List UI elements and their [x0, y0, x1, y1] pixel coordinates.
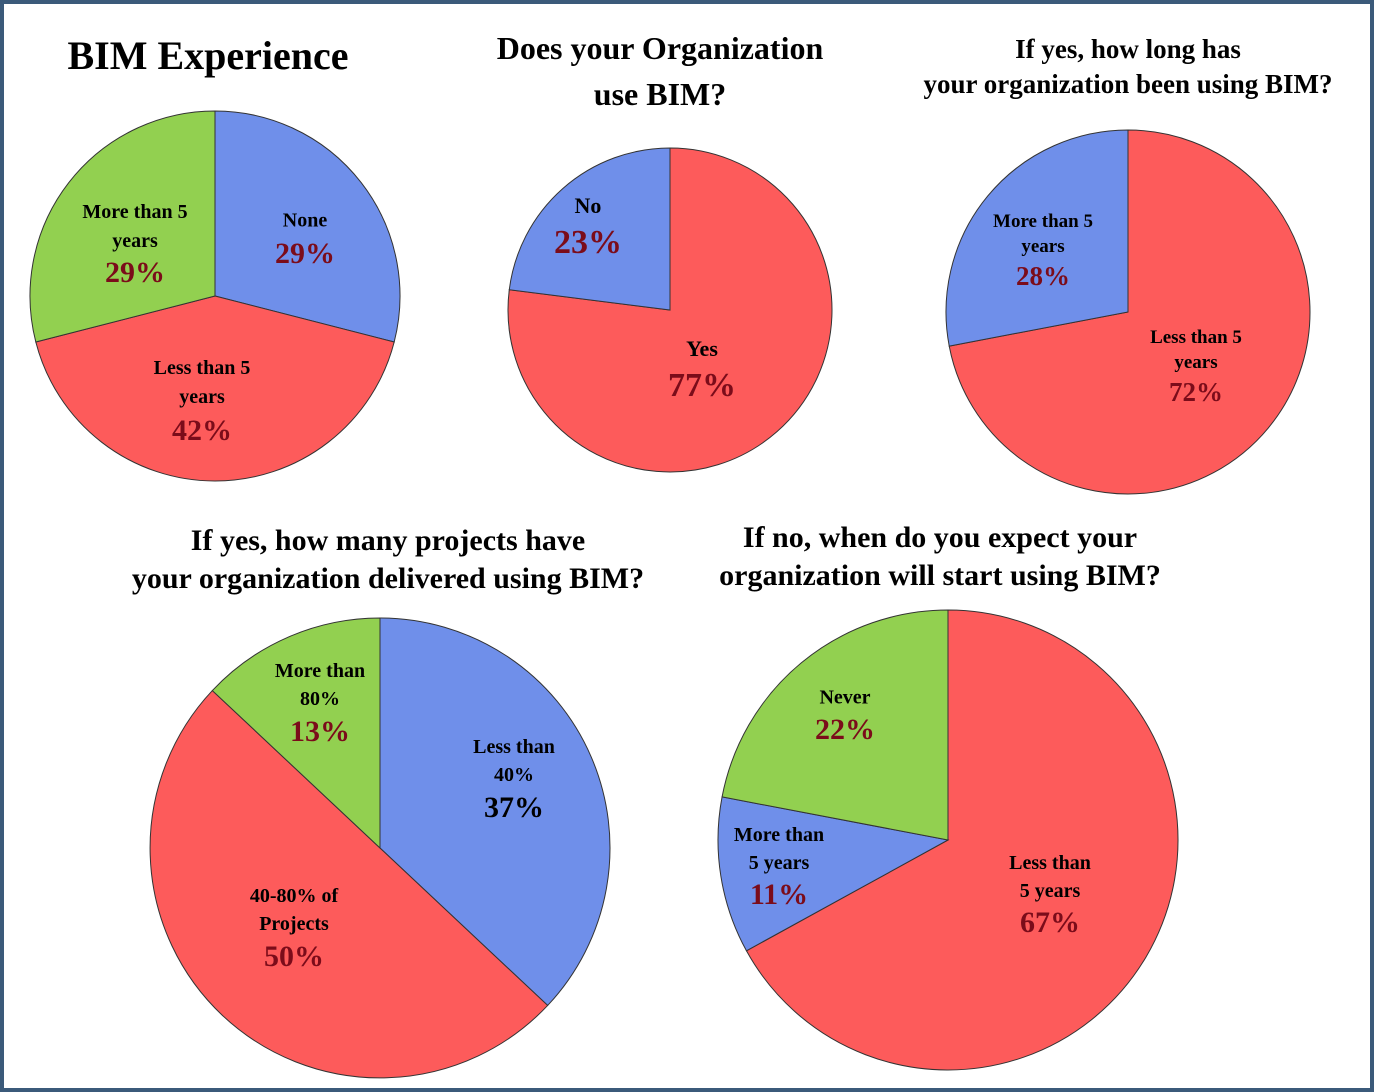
slice-value-label: 50%: [264, 940, 324, 973]
pie-slice: [29, 110, 216, 343]
chart-title: Does your Organization use BIM?: [497, 30, 824, 112]
slice-value-label: 22%: [815, 713, 875, 746]
slice-label: More than 5 years: [82, 201, 187, 252]
pie-slice: [717, 796, 950, 952]
slice-label: Less than 5 years: [1150, 327, 1242, 373]
slice-label: Less than 40%: [473, 736, 555, 786]
slice-value-label: 29%: [105, 256, 165, 289]
slice-value-label: 77%: [668, 367, 736, 404]
chart-title: If no, when do you expect your organizati…: [719, 521, 1161, 592]
slice-label: More than 80%: [275, 660, 365, 710]
slice-value-label: 28%: [1016, 261, 1070, 291]
pie-slice: [149, 689, 549, 1079]
slice-label: No: [575, 193, 602, 218]
slice-label: Never: [819, 687, 870, 709]
pie-slice: [945, 129, 1129, 347]
pie-slice: [948, 129, 1311, 495]
pie-slice: [214, 110, 401, 343]
slice-label: Less than 5 years: [1009, 852, 1091, 902]
slice-label: 40-80% of Projects: [250, 885, 339, 935]
slice-value-label: 37%: [484, 791, 544, 824]
slice-value-label: 11%: [750, 878, 808, 911]
slice-label: Yes: [686, 336, 718, 361]
pie-slice: [211, 617, 381, 850]
slice-value-label: 42%: [172, 414, 232, 447]
slice-label: None: [283, 210, 328, 232]
slice-value-label: 23%: [554, 224, 622, 261]
slice-label: Less than 5 years: [154, 357, 251, 408]
slice-value-label: 29%: [275, 237, 335, 270]
pie-slice: [379, 617, 611, 1007]
slice-label: More than 5 years: [993, 211, 1093, 257]
chart-title: If yes, how long has your organization be…: [923, 34, 1332, 99]
pie-slice: [745, 609, 1179, 1071]
pie-slice: [721, 609, 949, 841]
pie-slice: [35, 295, 395, 482]
pie-slice: [508, 147, 671, 311]
chart-title: If yes, how many projects have your organ…: [132, 524, 644, 595]
slice-value-label: 13%: [290, 715, 350, 748]
slice-value-label: 67%: [1020, 906, 1080, 939]
chart-title: BIM Experience: [67, 33, 348, 78]
slice-label: More than 5 years: [734, 824, 824, 874]
slice-value-label: 72%: [1169, 377, 1223, 407]
